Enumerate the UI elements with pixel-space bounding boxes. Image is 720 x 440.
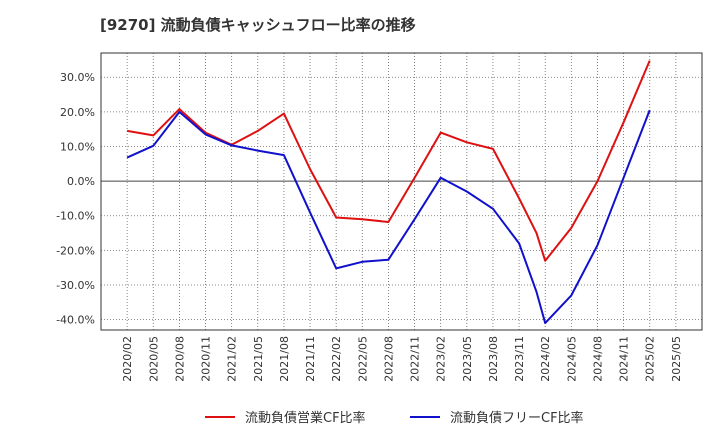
- x-tick-label: 2025/05: [670, 336, 683, 382]
- x-tick-label: 2020/05: [147, 336, 160, 382]
- x-tick-label: 2023/08: [487, 336, 500, 382]
- series-line-2: [126, 109, 651, 325]
- y-tick-label: 0.0%: [67, 175, 95, 188]
- legend-label-1: 流動負債営業CF比率: [245, 410, 366, 426]
- x-tick-label: 2024/11: [618, 336, 631, 382]
- x-tick-label: 2022/11: [409, 336, 422, 382]
- x-tick-label: 2021/05: [252, 336, 265, 382]
- series-line-1: [126, 60, 651, 262]
- y-tick-label: -40.0%: [56, 314, 95, 327]
- x-tick-label: 2024/05: [565, 336, 578, 382]
- x-tick-label: 2022/02: [330, 336, 343, 382]
- y-tick-label: -20.0%: [56, 244, 95, 257]
- x-tick-label: 2021/08: [278, 336, 291, 382]
- x-tick-label: 2022/08: [382, 336, 395, 382]
- x-tick-label: 2020/02: [121, 336, 134, 382]
- x-tick-label: 2025/02: [644, 336, 657, 382]
- x-tick-label: 2023/02: [435, 336, 448, 382]
- x-tick-label: 2024/08: [591, 336, 604, 382]
- plot-frame: [100, 52, 703, 331]
- x-tick-label: 2020/11: [200, 336, 213, 382]
- chart-title: [9270] 流動負債キャッシュフロー比率の推移: [100, 16, 416, 34]
- x-tick-label: 2020/08: [173, 336, 186, 382]
- x-tick-label: 2021/02: [226, 336, 239, 382]
- y-tick-label: -10.0%: [56, 210, 95, 223]
- x-tick-label: 2023/11: [513, 336, 526, 382]
- x-tick-label: 2024/02: [539, 336, 552, 382]
- y-tick-label: 10.0%: [60, 140, 95, 153]
- y-tick-label: 20.0%: [60, 106, 95, 119]
- x-tick-label: 2023/05: [461, 336, 474, 382]
- y-tick-label: -30.0%: [56, 279, 95, 292]
- x-tick-label: 2022/05: [356, 336, 369, 382]
- plot-area: [101, 53, 702, 330]
- legend-label-2: 流動負債フリーCF比率: [450, 410, 584, 426]
- x-tick-label: 2021/11: [304, 336, 317, 382]
- y-tick-label: 30.0%: [60, 71, 95, 84]
